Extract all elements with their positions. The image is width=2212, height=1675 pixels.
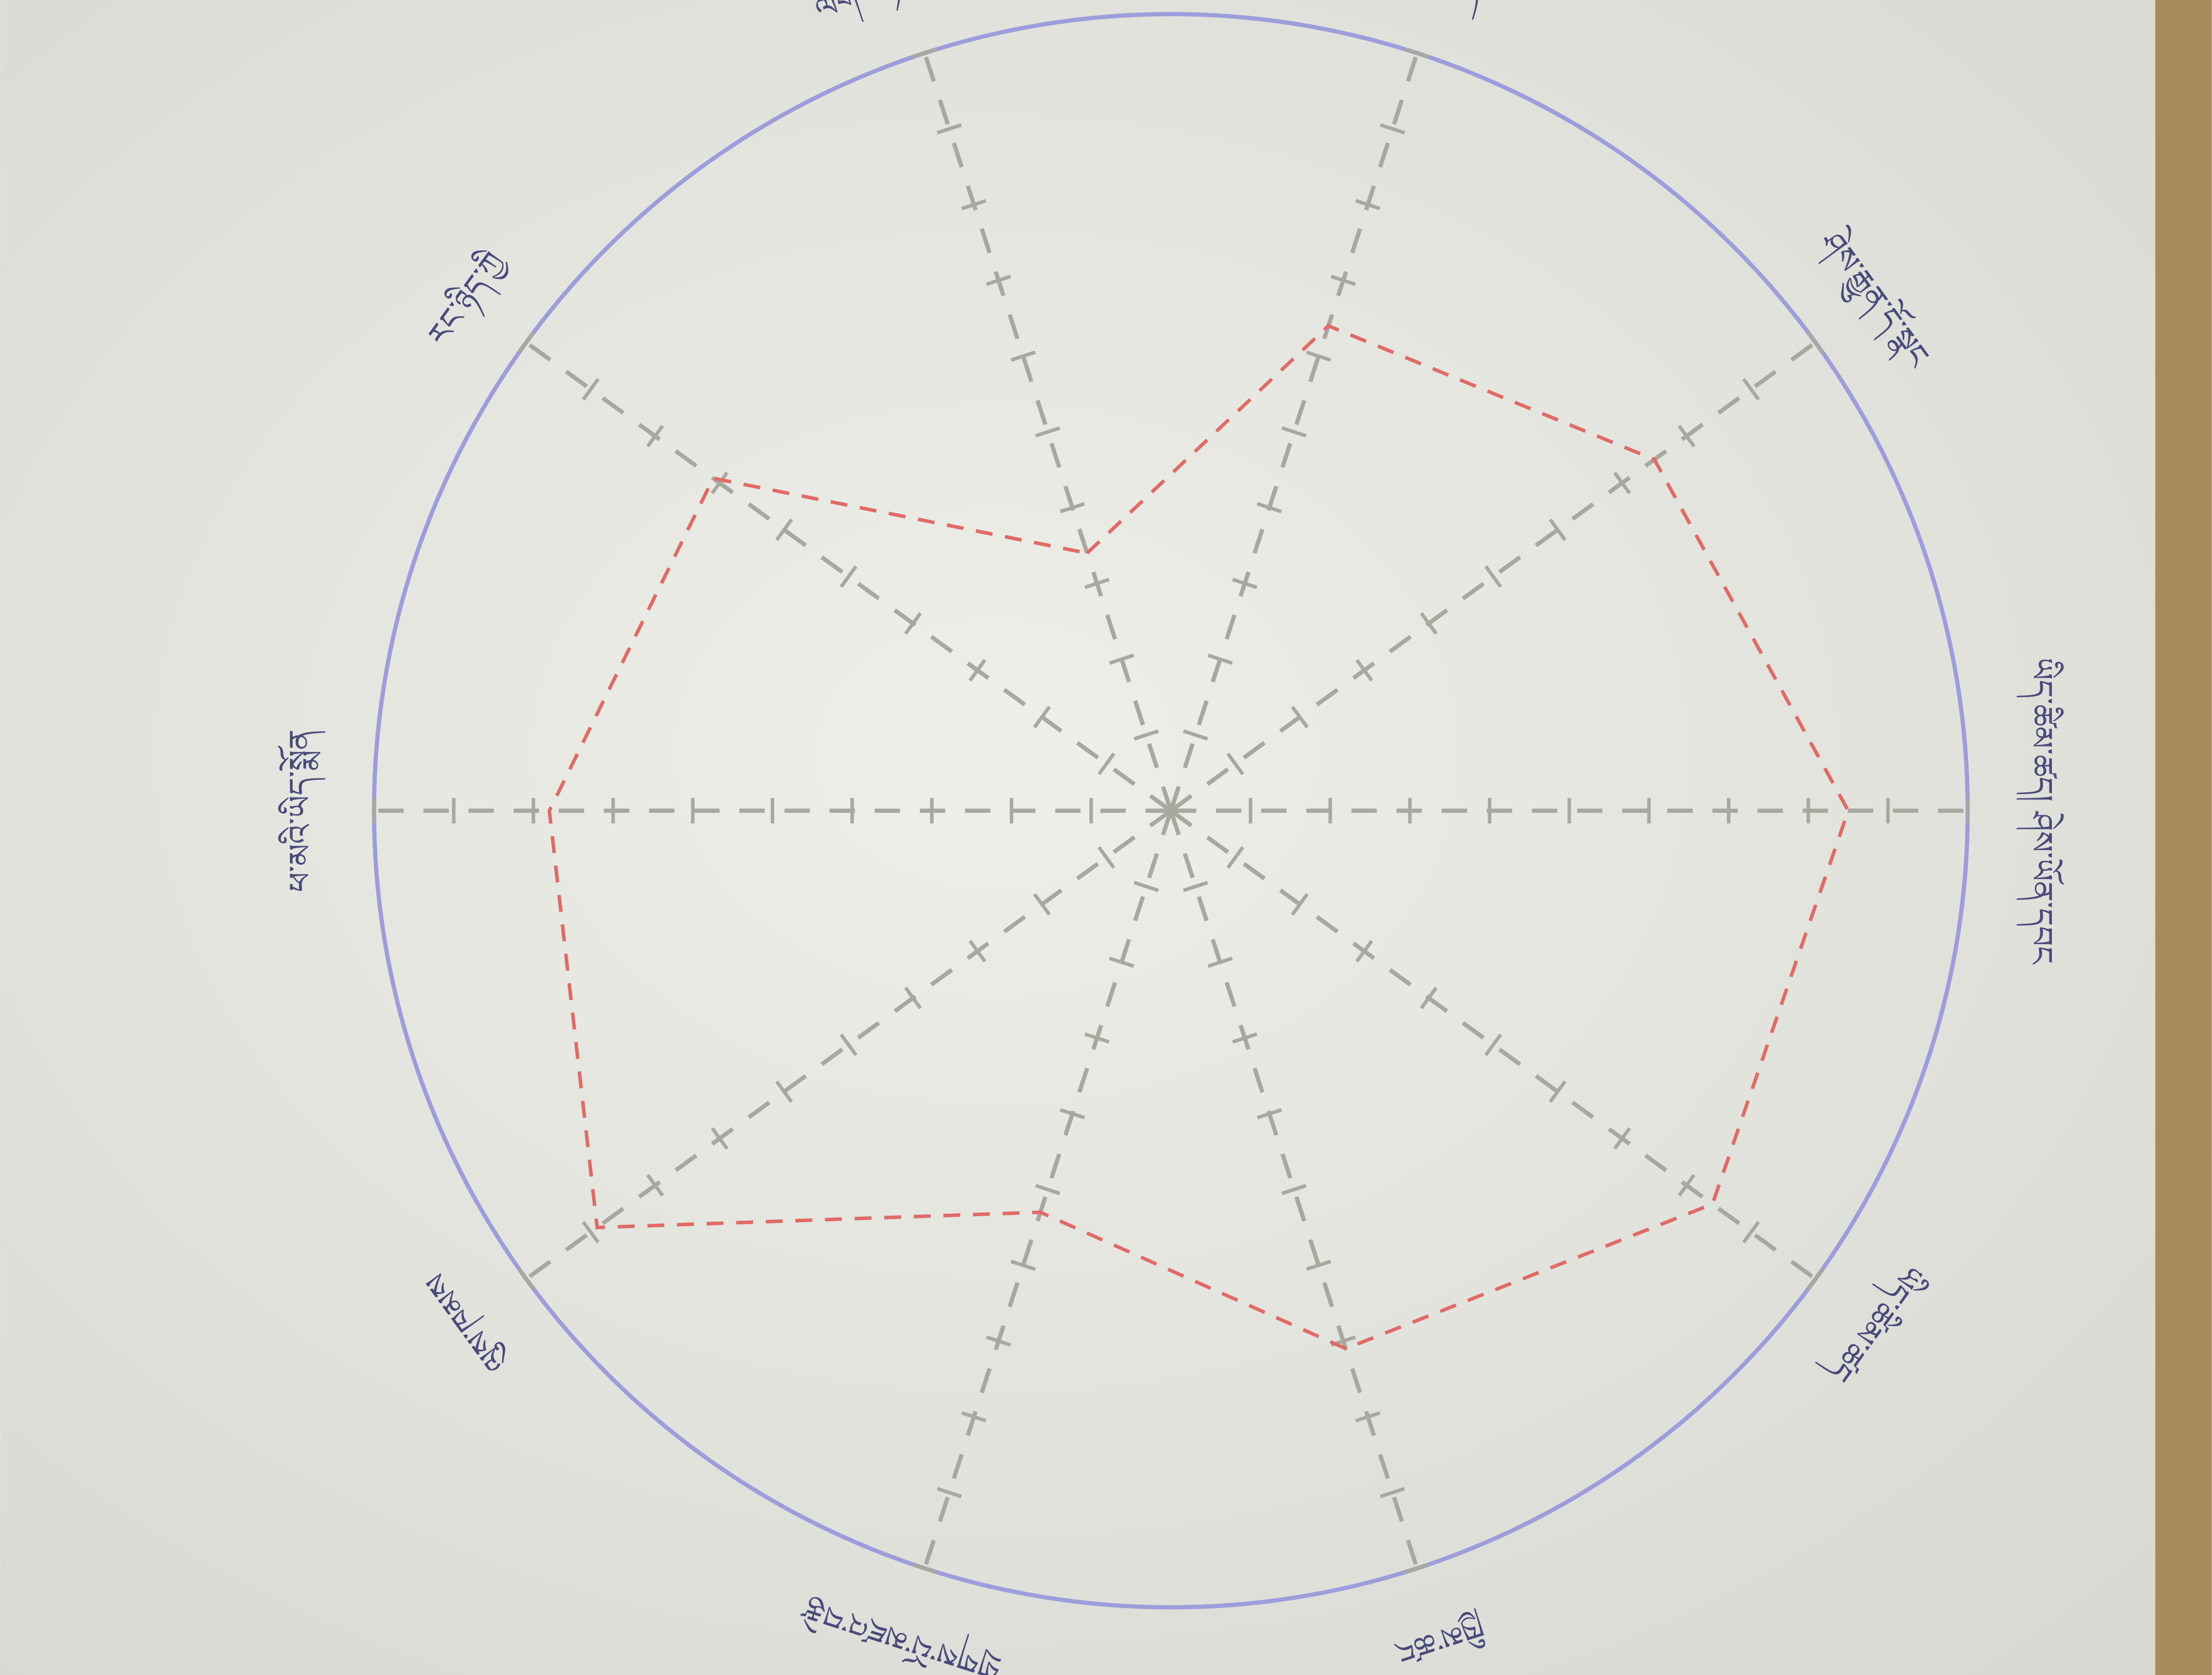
tick-mark [1226, 846, 1244, 869]
tick-mark [1257, 502, 1282, 513]
tick-mark [1677, 425, 1696, 448]
tick-mark [775, 518, 793, 541]
tick-mark [986, 1335, 1011, 1347]
tick-mark [1742, 1221, 1760, 1244]
tick-mark [1207, 653, 1233, 665]
tick-mark [1404, 47, 1430, 59]
tick-mark [937, 1487, 962, 1498]
tick-mark [1306, 350, 1331, 362]
tick-mark [1404, 1563, 1430, 1574]
tick-mark [839, 1033, 858, 1056]
tick-mark [1355, 199, 1381, 211]
tick-mark [1084, 1032, 1110, 1044]
tick-mark [1306, 1259, 1331, 1271]
tick-mark [1183, 729, 1209, 741]
tick-mark [646, 1174, 664, 1197]
tick-mark [839, 565, 858, 588]
tick-mark [1133, 729, 1159, 741]
tick-mark [1033, 893, 1051, 916]
tick-mark [1742, 378, 1760, 401]
tick-mark [1484, 1033, 1502, 1056]
tick-mark [1291, 893, 1309, 916]
tick-mark [1257, 1108, 1282, 1119]
tick-mark [904, 986, 922, 1010]
tick-mark [1207, 957, 1233, 968]
tick-mark [1097, 846, 1115, 869]
tick-mark [1420, 612, 1438, 635]
tick-mark [1548, 1080, 1567, 1103]
tick-mark [1355, 659, 1374, 682]
tick-mark [912, 47, 938, 59]
tick-mark [1420, 986, 1438, 1010]
tick-mark [1281, 1184, 1307, 1196]
tick-mark [937, 123, 962, 134]
tick-mark [1033, 706, 1051, 729]
tick-mark [1677, 1174, 1696, 1197]
tick-mark [904, 612, 922, 635]
tick-mark [1059, 502, 1085, 513]
tick-mark [1355, 1411, 1381, 1423]
tick-mark [775, 1080, 793, 1103]
tick-mark [1010, 350, 1036, 362]
tick-mark [912, 1563, 938, 1574]
tick-mark [1232, 1032, 1258, 1044]
tick-mark [1183, 880, 1209, 892]
tick-mark [1109, 957, 1134, 968]
axis-label: ཕ་མའི་ཡིད་སྨོན [277, 729, 325, 892]
tick-mark [1548, 518, 1567, 541]
tick-mark [1059, 1108, 1085, 1119]
tick-mark [1010, 1259, 1036, 1271]
tick-mark [1355, 940, 1374, 963]
tick-mark [1613, 472, 1631, 495]
tick-mark [582, 1221, 600, 1244]
table-edge [2155, 0, 2212, 1675]
tick-mark [969, 659, 987, 682]
tick-mark [710, 472, 729, 495]
tick-mark [1035, 1184, 1061, 1196]
tick-mark [1281, 426, 1307, 438]
tick-mark [1807, 331, 1825, 354]
axis-label: ཡིད་ཚིམ་ཚད། ཤེས་ཡོན་དབང [2016, 658, 2065, 965]
tick-mark [1084, 578, 1110, 589]
tick-mark [1613, 1127, 1631, 1150]
tick-mark [1807, 1267, 1825, 1291]
tick-mark [710, 1127, 729, 1150]
tick-mark [1133, 880, 1159, 892]
tick-mark [517, 1267, 536, 1291]
tick-mark [1291, 706, 1309, 729]
tick-mark [969, 940, 987, 963]
tick-mark [1232, 578, 1258, 589]
tick-mark [646, 425, 664, 448]
tick-mark [961, 199, 987, 211]
tick-mark [1330, 274, 1356, 286]
tick-mark [1035, 426, 1061, 438]
data-polygon [547, 323, 1850, 1351]
tick-mark [1379, 1487, 1405, 1498]
tick-mark [517, 331, 536, 354]
tick-mark [582, 378, 600, 401]
tick-mark [986, 274, 1011, 286]
tick-mark [1379, 123, 1405, 134]
tick-mark [1484, 565, 1502, 588]
tick-mark [1226, 752, 1244, 775]
tick-mark [961, 1411, 987, 1423]
tick-mark [1109, 653, 1134, 665]
tick-mark [1097, 752, 1115, 775]
